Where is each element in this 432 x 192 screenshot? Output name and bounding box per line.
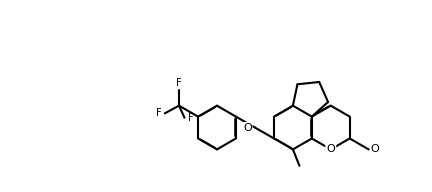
Text: O: O [243,122,252,132]
Text: O: O [371,144,379,154]
Text: F: F [156,108,162,118]
Text: F: F [176,78,182,88]
Text: F: F [188,113,194,123]
Text: O: O [327,144,335,154]
